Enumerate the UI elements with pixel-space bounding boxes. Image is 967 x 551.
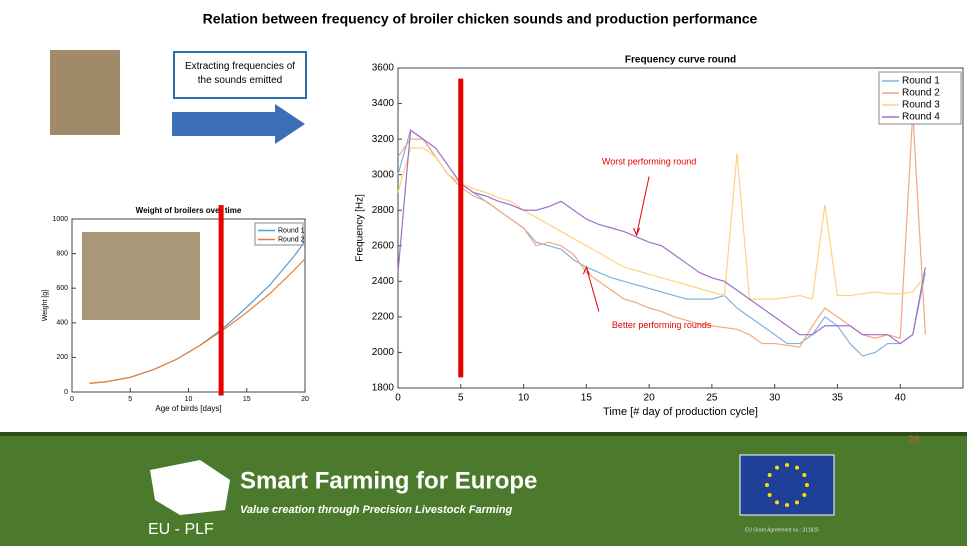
star — [802, 473, 807, 477]
logo-cow — [150, 460, 230, 515]
star — [805, 483, 809, 487]
star — [765, 483, 769, 487]
x-tick-label: 0 — [395, 393, 401, 404]
y-tick-label: 3200 — [372, 134, 395, 145]
y-tick-label: 2800 — [372, 205, 395, 216]
y-tick-label: 1800 — [372, 383, 395, 394]
x-tick-label: 10 — [518, 393, 530, 404]
y-axis-label: Frequency [Hz] — [355, 194, 366, 262]
tagline: Value creation through Precision Livesto… — [240, 504, 512, 516]
legend-label: Round 1 — [278, 227, 305, 234]
x-tick-label: 30 — [769, 393, 781, 404]
chart-title: Frequency curve round — [625, 55, 736, 66]
brand: Smart Farming for Europe — [240, 467, 537, 494]
x-tick-label: 25 — [706, 393, 718, 404]
y-tick-label: 400 — [56, 320, 68, 327]
line-series — [397, 112, 926, 348]
x-tick-label: 5 — [128, 396, 132, 403]
x-axis-label: Age of birds [days] — [155, 404, 221, 413]
y-tick-label: 200 — [56, 354, 68, 361]
grant: EU Grant Agreement no.: 311825 — [745, 527, 819, 533]
annotation: Worst performing round — [602, 157, 696, 167]
y-tick-label: 3000 — [372, 169, 395, 180]
logo-text: EU - PLF — [148, 521, 214, 538]
y-tick-label: 2000 — [372, 347, 395, 358]
footer-edge — [0, 432, 967, 436]
plot-area — [397, 67, 964, 389]
y-tick-label: 3600 — [372, 63, 395, 74]
x-tick-label: 15 — [243, 396, 251, 403]
x-tick-label: 5 — [458, 393, 464, 404]
y-tick-label: 2400 — [372, 276, 395, 287]
callout-holder: Extracting frequencies of the sounds emi… — [184, 61, 296, 86]
y-tick-label: 600 — [56, 285, 68, 292]
star — [795, 500, 799, 505]
star — [785, 463, 789, 467]
arrow — [172, 104, 305, 144]
y-tick-label: 800 — [56, 250, 68, 257]
slide-title: Relation between frequency of broiler ch… — [203, 11, 758, 27]
legend-label: Round 2 — [902, 88, 940, 99]
star — [767, 493, 772, 497]
x-tick-label: 35 — [832, 393, 844, 404]
callout-text: Extracting frequencies of the sounds emi… — [184, 61, 296, 86]
star — [775, 465, 779, 470]
y-tick-label: 1000 — [52, 216, 68, 223]
y-tick-label: 0 — [64, 389, 68, 396]
legend-label: Round 3 — [902, 100, 940, 111]
annotation-arrow — [582, 265, 600, 312]
y-tick-label: 2200 — [372, 312, 395, 323]
line-series — [89, 258, 306, 384]
legend-label: Round 4 — [902, 112, 940, 123]
star — [767, 473, 772, 477]
x-tick-label: 15 — [581, 393, 593, 404]
x-tick-label: 0 — [70, 396, 74, 403]
star — [785, 503, 789, 507]
line-series — [397, 147, 926, 300]
y-tick-label: 2600 — [372, 240, 395, 251]
legend-label: Round 2 — [278, 236, 305, 243]
legend-label: Round 1 — [902, 76, 940, 87]
x-tick-label: 20 — [644, 393, 656, 404]
star — [802, 493, 807, 497]
chart-title: Weight of broilers over time — [136, 206, 242, 215]
star — [775, 500, 779, 505]
photo — [50, 50, 120, 135]
x-tick-label: 10 — [185, 396, 193, 403]
line-series — [397, 129, 926, 345]
photo — [82, 232, 200, 320]
star — [795, 465, 799, 470]
x-axis-label: Time [# day of production cycle] — [603, 406, 758, 418]
annotation-arrow — [633, 176, 650, 237]
y-axis-label: Weight [g] — [42, 290, 49, 321]
x-tick-label: 40 — [895, 393, 907, 404]
callout-box — [173, 51, 307, 99]
annotation: Better performing rounds — [612, 320, 712, 330]
x-tick-label: 20 — [301, 396, 309, 403]
y-tick-label: 3400 — [372, 98, 395, 109]
page-number: 28 — [908, 435, 920, 446]
